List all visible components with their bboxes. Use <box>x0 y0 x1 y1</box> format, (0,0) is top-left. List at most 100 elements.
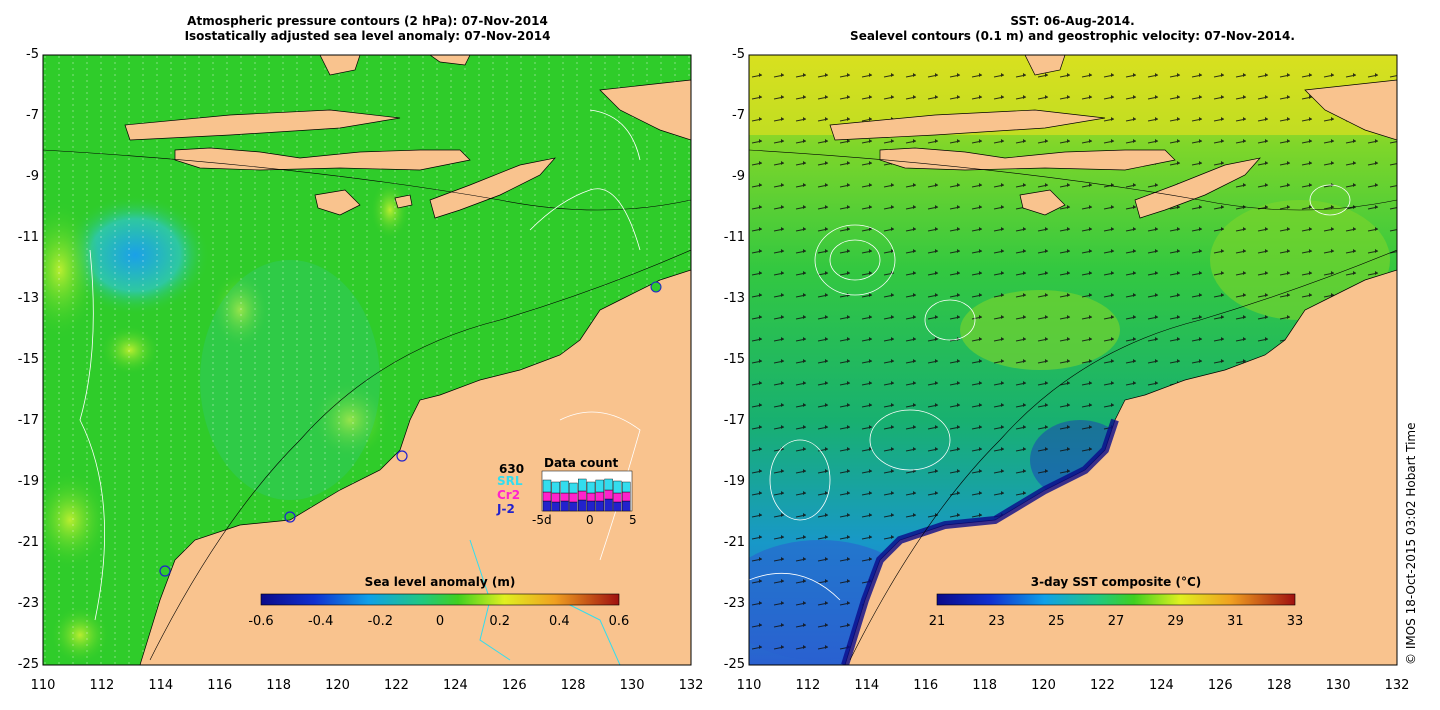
right-xtick-label: 114 <box>854 678 880 693</box>
right-colorbar-tick-label: 23 <box>988 614 1005 629</box>
data-count-bar <box>613 492 622 503</box>
data-count-bar <box>569 492 578 503</box>
right-ytick-label: -7 <box>732 108 745 123</box>
right-xtick-label: 130 <box>1325 678 1351 693</box>
left-ytick-label: -25 <box>17 657 39 672</box>
left-xtick-label: 126 <box>501 678 527 693</box>
right-xtick-label: 110 <box>736 678 762 693</box>
data-count-bar <box>586 492 596 502</box>
right-ytick-label: -21 <box>723 535 745 550</box>
left-colorbar-tick-label: 0.2 <box>489 614 510 629</box>
right-colorbar-title: 3-day SST composite (°C) <box>1030 575 1202 589</box>
left-ytick-label: -17 <box>17 413 39 428</box>
right-colorbar-tick-label: 33 <box>1286 614 1304 629</box>
right-xtick-label: 118 <box>972 678 998 693</box>
left-xtick-label: 124 <box>442 678 468 693</box>
data-count-bar <box>622 481 631 493</box>
data-count-bar <box>542 479 552 493</box>
left-ytick-label: -7 <box>26 108 39 123</box>
credit-label: © IMOS 18-Oct-2015 03:02 Hobart Time <box>1404 422 1418 665</box>
data-count-bar <box>578 490 587 501</box>
data-count-bar <box>578 478 587 492</box>
right-xtick-label: 120 <box>1031 678 1056 693</box>
left-colorbar-title: Sea level anomaly (m) <box>364 575 516 589</box>
data-count-total: 630 <box>499 462 525 476</box>
left-colorbar-tick-label: -0.4 <box>307 614 334 629</box>
left-colorbar-tick-label: -0.6 <box>248 614 274 629</box>
data-count-xtick-0: 0 <box>586 513 594 527</box>
data-count-bar <box>569 482 578 494</box>
left-xtick-label: 120 <box>325 678 350 693</box>
right-ytick-label: -11 <box>723 230 745 245</box>
right-xtick-label: 122 <box>1090 678 1115 693</box>
right-ytick-label: -15 <box>723 352 745 367</box>
left-ytick-label: -19 <box>17 474 39 489</box>
right-colorbar <box>936 593 1296 606</box>
right-ytick-label: -19 <box>723 474 745 489</box>
right-xtick-label: 116 <box>913 678 939 693</box>
right-colorbar-tick-label: 27 <box>1107 614 1125 629</box>
left-map <box>43 55 691 665</box>
mission-cr2: Cr2 <box>497 488 521 502</box>
right-xtick-label: 112 <box>795 678 821 693</box>
right-colorbar-tick-label: 31 <box>1227 614 1244 629</box>
data-count-bar <box>595 500 604 512</box>
data-count-bar <box>613 480 622 494</box>
right-xtick-label: 126 <box>1207 678 1233 693</box>
mission-srl: SRL <box>497 474 523 488</box>
left-xtick-label: 122 <box>384 678 409 693</box>
data-count-xtick-m5: -5d <box>532 513 552 527</box>
left-colorbar-tick-label: 0.4 <box>548 614 570 629</box>
right-xtick-label: 124 <box>1148 678 1174 693</box>
right-map <box>749 55 1397 665</box>
right-ytick-label: -23 <box>723 596 745 611</box>
left-xtick-label: 118 <box>266 678 292 693</box>
left-colorbar-tick-label: 0.6 <box>608 614 630 629</box>
right-map-frame <box>748 54 1398 666</box>
data-count-bar <box>551 501 560 512</box>
left-xtick-label: 110 <box>30 678 56 693</box>
data-count-bar <box>560 492 569 502</box>
right-ytick-label: -17 <box>723 413 745 428</box>
left-colorbar <box>260 593 620 606</box>
right-ytick-label: -9 <box>732 169 745 184</box>
right-ytick-label: -25 <box>723 657 745 672</box>
left-xtick-label: 130 <box>619 678 645 693</box>
mission-j2: J-2 <box>497 502 515 516</box>
data-count-bar <box>604 489 613 500</box>
left-map-frame <box>42 54 692 666</box>
data-count-bar <box>586 500 596 512</box>
data-count-bar <box>569 501 578 512</box>
right-colorbar-tick-label: 25 <box>1048 614 1065 629</box>
right-ytick-label: -13 <box>723 291 745 306</box>
left-ytick-label: -13 <box>17 291 39 306</box>
data-count-bar <box>622 491 631 502</box>
left-xtick-label: 128 <box>560 678 586 693</box>
right-ytick-label: -5 <box>732 47 745 62</box>
left-xtick-label: 132 <box>678 678 704 693</box>
data-count-bar <box>595 491 604 502</box>
data-count-bar <box>542 500 552 512</box>
right-xtick-label: 132 <box>1384 678 1410 693</box>
left-title-line1: Atmospheric pressure contours (2 hPa): 0… <box>187 14 548 28</box>
left-ytick-label: -11 <box>17 230 39 245</box>
data-count-bar <box>604 478 613 491</box>
data-count-bar <box>560 500 569 512</box>
data-count-bar <box>604 498 613 512</box>
data-count-inset <box>541 470 633 512</box>
data-count-title: Data count <box>544 456 619 470</box>
data-count-bar <box>560 480 569 494</box>
left-ytick-label: -21 <box>17 535 39 550</box>
left-xtick-label: 116 <box>207 678 233 693</box>
left-colorbar-tick-label: 0 <box>435 614 445 629</box>
left-ytick-label: -5 <box>26 47 39 62</box>
data-count-bar <box>578 499 587 512</box>
left-title: Atmospheric pressure contours (2 hPa): 0… <box>45 14 690 44</box>
left-colorbar-tick-label: -0.2 <box>367 614 394 629</box>
data-count-bar <box>551 481 560 494</box>
left-xtick-label: 114 <box>148 678 174 693</box>
right-xtick-label: 128 <box>1266 678 1292 693</box>
left-ytick-label: -23 <box>17 596 39 611</box>
data-count-bar <box>595 479 604 493</box>
